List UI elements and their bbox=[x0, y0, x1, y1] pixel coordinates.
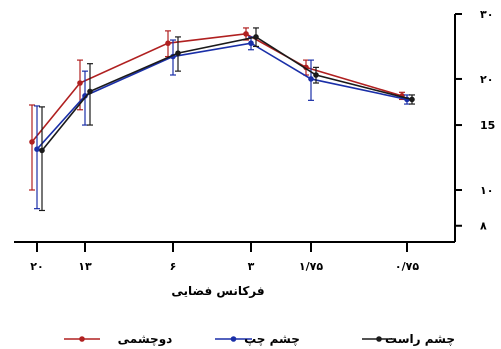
data-point bbox=[409, 96, 415, 103]
x-tick-label: ۱۳ bbox=[78, 260, 92, 273]
data-point bbox=[248, 40, 254, 47]
data-point bbox=[313, 72, 319, 78]
series-line bbox=[41, 36, 413, 151]
y-tick-label: ۳۰ bbox=[480, 8, 493, 21]
data-point bbox=[165, 40, 171, 47]
legend: چشم راست چشم چپ دوچشمی bbox=[64, 332, 455, 347]
data-point bbox=[82, 93, 88, 99]
data-point bbox=[308, 76, 314, 82]
series-line bbox=[31, 33, 403, 143]
data-point bbox=[253, 34, 259, 40]
data-point bbox=[87, 88, 93, 95]
legend-item: چشم چپ bbox=[215, 332, 300, 346]
y-tick-label: ۲۰ bbox=[480, 73, 493, 86]
series-line bbox=[36, 42, 408, 150]
data-point bbox=[175, 50, 181, 56]
data-point bbox=[34, 146, 40, 153]
legend-item: چشم راست bbox=[362, 332, 455, 346]
x-axis-title: فرکانس فضایی bbox=[171, 284, 264, 298]
data-point bbox=[39, 147, 45, 154]
series-layer bbox=[29, 27, 415, 212]
data-point bbox=[29, 139, 35, 145]
x-tick-label: ۳ bbox=[248, 260, 255, 273]
data-point bbox=[77, 80, 83, 86]
legend-label: چشم راست bbox=[385, 332, 455, 346]
x-tick-label: ۱/۷۵ bbox=[299, 260, 323, 273]
legend-swatch-marker bbox=[376, 336, 382, 342]
y-tick-label: ۸ bbox=[480, 220, 487, 233]
x-tick-label: ۲۰ bbox=[30, 260, 43, 273]
data-point bbox=[243, 31, 249, 37]
x-tick-label: ۰/۷۵ bbox=[395, 260, 419, 273]
series-group bbox=[39, 27, 415, 212]
series-group bbox=[29, 27, 405, 191]
legend-label: دوچشمی bbox=[118, 332, 173, 347]
x-tick-label: ۶ bbox=[170, 260, 177, 273]
axes: ۳۰ ۲۰ 15 ۱۰ ۸ ۲۰ ۱۳ ۶ ۳ ۱/۷۵ ۰/۷۵ فرکانس فضایی bbox=[14, 8, 495, 298]
legend-label: چشم چپ bbox=[244, 332, 300, 346]
y-tick-label: ۱۰ bbox=[480, 184, 493, 197]
y-tick-label: 15 bbox=[480, 119, 495, 132]
legend-item: دوچشمی bbox=[64, 332, 172, 347]
legend-swatch-marker bbox=[230, 336, 237, 342]
legend-swatch-marker bbox=[79, 336, 85, 342]
